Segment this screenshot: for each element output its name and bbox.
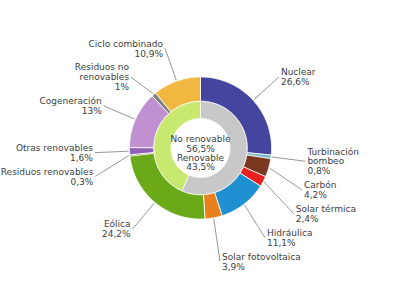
svg-text:Turbinaciónbombeo0,8%: Turbinaciónbombeo0,8% [306,147,359,177]
svg-text:Hidráulica11,1%: Hidráulica11,1% [267,228,312,248]
svg-text:43,5%: 43,5% [186,162,215,172]
svg-text:Residuos norenovables1%: Residuos norenovables1% [75,62,130,92]
svg-text:Eólica24,2%: Eólica24,2% [102,219,131,239]
svg-text:Carbón4,2%: Carbón4,2% [304,180,336,200]
svg-text:Solar térmica2,4%: Solar térmica2,4% [296,204,356,224]
svg-text:Otras renovables1,6%: Otras renovables1,6% [16,143,93,163]
svg-text:56,5%: 56,5% [186,143,215,154]
svg-text:Cogeneración13%: Cogeneración13% [40,96,103,116]
svg-text:Residuos renovables0,3%: Residuos renovables0,3% [1,167,94,187]
svg-text:Solar fotovoltaica3,9%: Solar fotovoltaica3,9% [222,252,301,272]
svg-text:Nuclear26,6%: Nuclear26,6% [281,67,316,87]
svg-text:No renovable: No renovable [170,134,231,145]
svg-text:Ciclo combinado10,9%: Ciclo combinado10,9% [89,39,164,59]
svg-text:Renovable: Renovable [176,152,225,163]
